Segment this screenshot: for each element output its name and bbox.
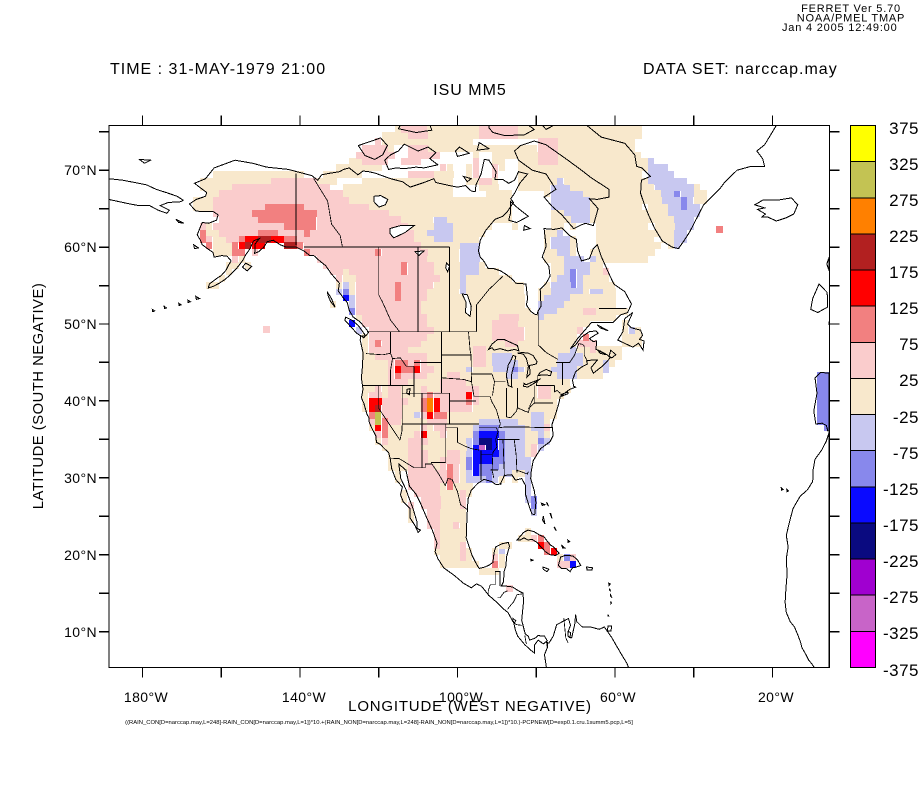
svg-text:140°W: 140°W <box>282 689 327 705</box>
svg-text:60°W: 60°W <box>600 689 636 705</box>
svg-text:25: 25 <box>899 371 919 390</box>
svg-text:DATA SET: narccap.may: DATA SET: narccap.may <box>643 61 838 78</box>
svg-text:60°N: 60°N <box>64 239 97 255</box>
svg-text:225: 225 <box>889 227 919 246</box>
svg-text:-225: -225 <box>883 552 919 571</box>
svg-text:TIME : 31-MAY-1979 21:00: TIME : 31-MAY-1979 21:00 <box>110 61 326 78</box>
svg-text:70°N: 70°N <box>64 162 97 178</box>
svg-text:-375: -375 <box>883 661 919 680</box>
svg-text:Jan 4 2005 12:49:00: Jan 4 2005 12:49:00 <box>782 22 898 34</box>
svg-text:NOAA/PMEL TMAP: NOAA/PMEL TMAP <box>797 13 905 25</box>
svg-text:-125: -125 <box>883 480 919 499</box>
svg-text:275: 275 <box>889 191 919 210</box>
svg-text:10°N: 10°N <box>64 624 97 640</box>
svg-text:325: 325 <box>889 155 919 174</box>
svg-text:LATITUDE (SOUTH NEGATIVE): LATITUDE (SOUTH NEGATIVE) <box>31 283 47 510</box>
svg-text:30°N: 30°N <box>64 470 97 486</box>
svg-text:-25: -25 <box>893 408 919 427</box>
svg-text:20°N: 20°N <box>64 547 97 563</box>
svg-text:100°W: 100°W <box>439 689 484 705</box>
svg-text:175: 175 <box>889 263 919 282</box>
svg-text:180°W: 180°W <box>124 689 169 705</box>
svg-text:375: 375 <box>889 119 919 138</box>
svg-text:-325: -325 <box>883 624 919 643</box>
svg-text:20°W: 20°W <box>758 689 794 705</box>
svg-text:((RAIN_CON[D=narccap.may,L=248: ((RAIN_CON[D=narccap.may,L=248]-RAIN_CON… <box>125 720 633 726</box>
svg-text:FERRET Ver 5.70: FERRET Ver 5.70 <box>801 3 901 15</box>
svg-text:-75: -75 <box>893 444 919 463</box>
svg-text:ISU MM5: ISU MM5 <box>433 82 507 99</box>
svg-text:125: 125 <box>889 299 919 318</box>
svg-text:40°N: 40°N <box>64 393 97 409</box>
svg-text:-275: -275 <box>883 588 919 607</box>
svg-text:75: 75 <box>899 335 919 354</box>
svg-text:LONGITUDE (WEST NEGATIVE): LONGITUDE (WEST NEGATIVE) <box>348 698 592 715</box>
svg-text:-175: -175 <box>883 516 919 535</box>
svg-text:50°N: 50°N <box>64 316 97 332</box>
